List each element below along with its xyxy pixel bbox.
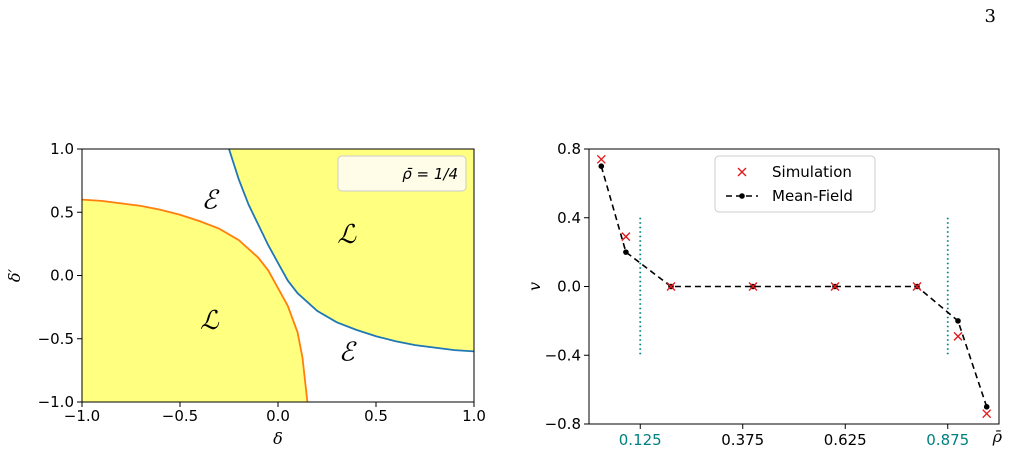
- x-tick-label: 0.375: [721, 431, 764, 449]
- legend-box: [714, 155, 876, 213]
- y-tick-label: 0.5: [50, 203, 74, 221]
- x-axis-label: δ: [273, 429, 283, 448]
- y-axis-label: δ′: [5, 269, 24, 283]
- mean-field-point: [983, 404, 990, 410]
- legend-mean-field-marker: [739, 193, 745, 199]
- y-tick-label: 0.0: [557, 278, 581, 296]
- y-tick-label: 0.0: [50, 267, 74, 285]
- simulation-point: [982, 409, 992, 419]
- x-tick-label: −1.0: [64, 407, 100, 425]
- simulation-point: [621, 232, 631, 242]
- legend-simulation-marker: [737, 167, 747, 177]
- x-tick-label: 0.0: [266, 407, 290, 425]
- x-tick-label: 0.125: [619, 431, 662, 449]
- x-tick-label: 0.625: [824, 431, 867, 449]
- y-tick-label: −0.5: [38, 330, 74, 348]
- boundary-curve-orange: [81, 198, 309, 403]
- y-tick-label: 0.8: [557, 140, 581, 158]
- simulation-point: [953, 331, 963, 341]
- y-axis-label: v: [525, 282, 544, 291]
- x-tick-label: −0.5: [162, 407, 198, 425]
- mean-field-point: [955, 318, 961, 324]
- simulation-point: [666, 282, 676, 291]
- y-tick-label: 1.0: [50, 140, 74, 158]
- region-fill-lower-left: [82, 199, 308, 402]
- region-fill-upper-right: [229, 149, 474, 352]
- boundary-curve-blue: [228, 148, 475, 353]
- legend-text: ρ̄ = 1/4: [402, 165, 458, 183]
- region-label: ℒ: [337, 220, 357, 250]
- legend-mean-field-label: Mean-Field: [772, 187, 853, 205]
- y-tick-label: −0.8: [545, 415, 581, 433]
- y-tick-label: −1.0: [38, 393, 74, 411]
- legend-simulation-label: Simulation: [772, 163, 852, 181]
- x-tick-label: 1.0: [462, 407, 486, 425]
- simulation-point: [830, 282, 840, 291]
- x-tick-label: 0.875: [926, 431, 969, 449]
- y-tick-label: 0.4: [557, 209, 581, 227]
- mean-field-point: [598, 163, 605, 169]
- region-label: ℰ: [202, 186, 220, 216]
- simulation-point: [912, 282, 922, 291]
- simulation-point: [596, 154, 606, 164]
- simulation-point: [748, 282, 758, 291]
- page-number: 3: [984, 6, 996, 27]
- legend-box: [337, 155, 467, 192]
- region-label: ℰ: [339, 337, 357, 367]
- x-axis-label: ρ̄: [992, 427, 1003, 446]
- region-label: ℒ: [200, 306, 220, 336]
- x-tick-label: 0.5: [364, 407, 388, 425]
- y-tick-label: −0.4: [545, 346, 581, 364]
- mean-field-point: [623, 249, 629, 255]
